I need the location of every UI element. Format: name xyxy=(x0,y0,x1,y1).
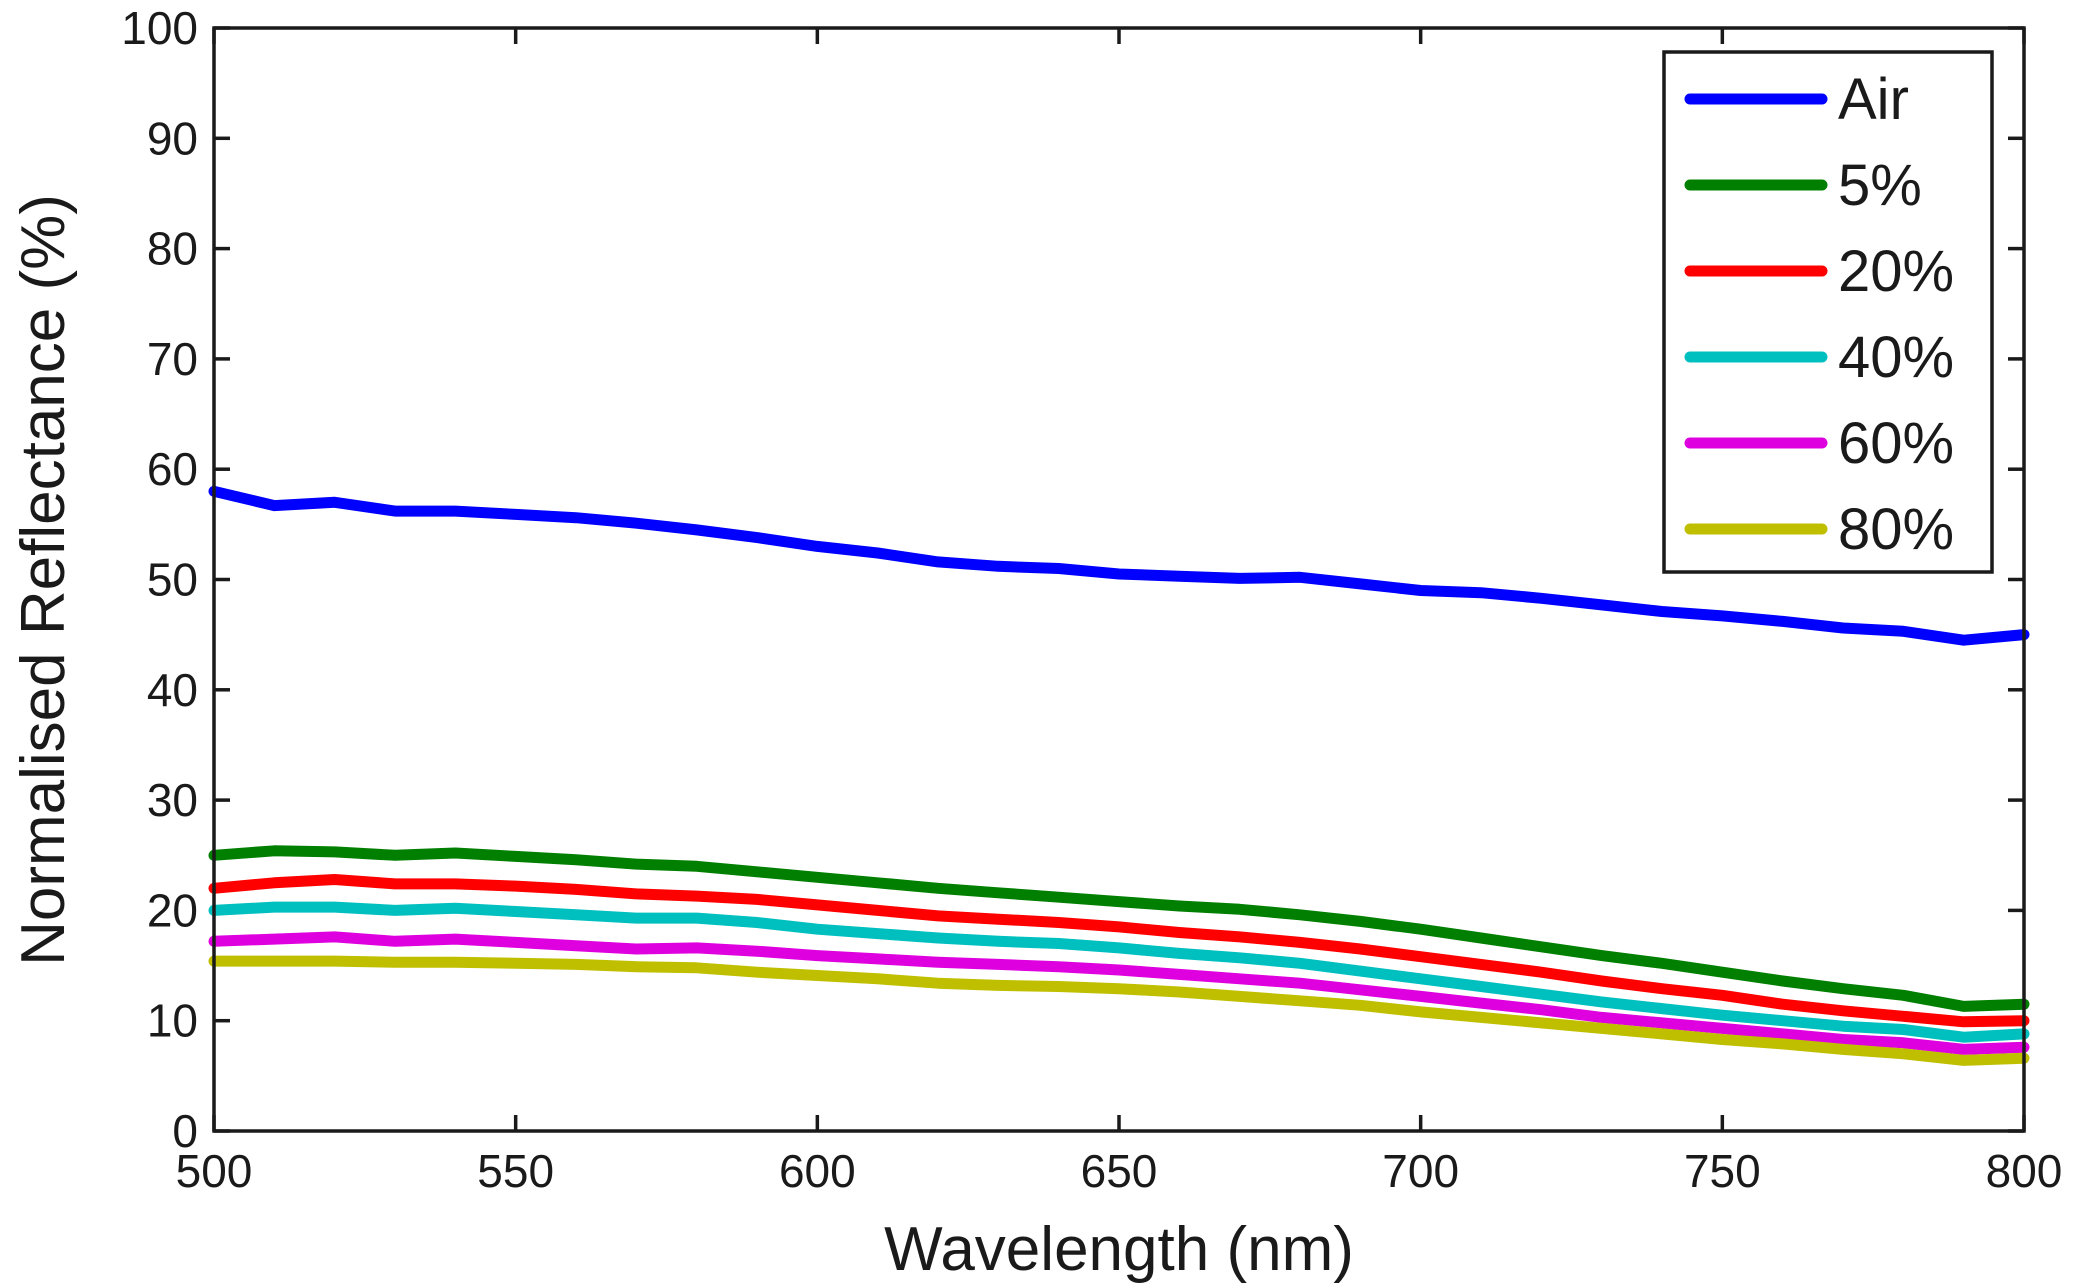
series-line-80-pct xyxy=(208,955,2030,1066)
y-tick-label: 100 xyxy=(121,2,198,54)
legend: Air 5% 20% 40% 60% 80% xyxy=(1662,50,1994,574)
x-tick-label: 500 xyxy=(176,1145,253,1197)
plot-area-frame xyxy=(212,26,2026,1133)
y-axis-label: Normalised Reflectance (%) xyxy=(9,194,78,966)
y-tick-label: 80 xyxy=(147,223,198,275)
legend-box xyxy=(1662,50,1994,574)
y-tick-label: 90 xyxy=(147,112,198,164)
legend-label-40-pct: 40% xyxy=(1838,325,1954,390)
x-tick-label: 600 xyxy=(779,1145,856,1197)
y-tick-label: 40 xyxy=(147,664,198,716)
series-line-20-pct xyxy=(208,874,2030,1028)
x-axis-label: Wavelength (nm) xyxy=(884,1215,1354,1284)
series-line-40-pct xyxy=(208,901,2030,1043)
series-line-air xyxy=(208,485,2030,646)
legend-label-60-pct: 60% xyxy=(1838,411,1954,476)
legend-label-5-pct: 5% xyxy=(1838,153,1922,218)
series-lines xyxy=(208,485,2030,1066)
y-tick-label: 0 xyxy=(172,1105,198,1157)
y-tick-label: 10 xyxy=(147,995,198,1047)
y-tick-label: 70 xyxy=(147,333,198,385)
y-tick-labels: 0 10 20 30 40 50 60 70 80 90 100 xyxy=(121,2,198,1157)
y-tick-label: 30 xyxy=(147,774,198,826)
legend-label-20-pct: 20% xyxy=(1838,239,1954,304)
series-line-60-pct xyxy=(208,931,2030,1055)
x-tick-label: 700 xyxy=(1382,1145,1459,1197)
x-tick-labels: 500 550 600 650 700 750 800 xyxy=(176,1145,2063,1197)
y-tick-label: 60 xyxy=(147,443,198,495)
x-tick-label: 550 xyxy=(477,1145,554,1197)
y-tick-label: 20 xyxy=(147,884,198,936)
x-tick-label: 650 xyxy=(1081,1145,1158,1197)
x-tick-label: 800 xyxy=(1986,1145,2063,1197)
series-line-5-pct xyxy=(208,845,2030,1012)
legend-label-air: Air xyxy=(1838,67,1909,132)
x-tick-label: 750 xyxy=(1684,1145,1761,1197)
y-tick-label: 50 xyxy=(147,554,198,606)
legend-label-80-pct: 80% xyxy=(1838,497,1954,562)
